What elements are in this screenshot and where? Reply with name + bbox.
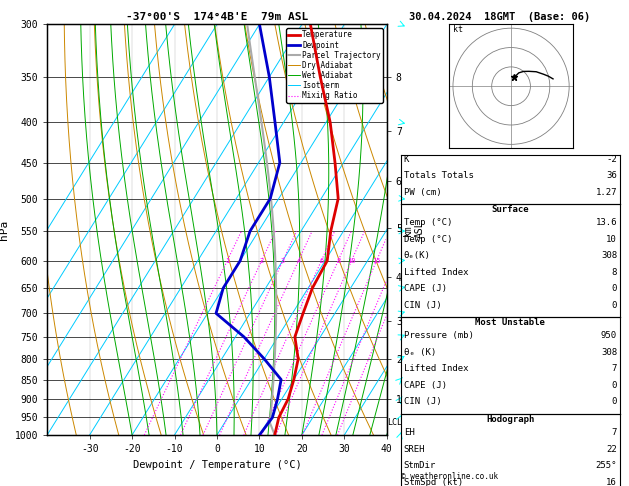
Text: StmSpd (kt): StmSpd (kt) <box>404 478 463 486</box>
Text: 16: 16 <box>606 478 617 486</box>
Y-axis label: km
ASL: km ASL <box>403 221 425 239</box>
Text: Dewp (°C): Dewp (°C) <box>404 235 452 243</box>
Text: 6: 6 <box>320 258 323 264</box>
Text: Lifted Index: Lifted Index <box>404 364 469 373</box>
Text: LCL: LCL <box>387 418 403 427</box>
Text: Pressure (mb): Pressure (mb) <box>404 331 474 340</box>
Text: Most Unstable: Most Unstable <box>476 318 545 327</box>
Text: 255°: 255° <box>596 461 617 470</box>
Text: K: K <box>404 155 409 164</box>
Text: Lifted Index: Lifted Index <box>404 268 469 277</box>
Text: 4: 4 <box>296 258 301 264</box>
Text: 0: 0 <box>611 381 617 390</box>
Text: 0: 0 <box>611 284 617 293</box>
Text: 8: 8 <box>611 268 617 277</box>
Text: θₑ (K): θₑ (K) <box>404 348 436 357</box>
Text: 10: 10 <box>347 258 356 264</box>
Text: 15: 15 <box>372 258 381 264</box>
Text: 36: 36 <box>606 171 617 180</box>
Legend: Temperature, Dewpoint, Parcel Trajectory, Dry Adiabat, Wet Adiabat, Isotherm, Mi: Temperature, Dewpoint, Parcel Trajectory… <box>286 28 383 103</box>
Text: CAPE (J): CAPE (J) <box>404 381 447 390</box>
Text: 13.6: 13.6 <box>596 218 617 227</box>
Text: 308: 308 <box>601 251 617 260</box>
Text: 0: 0 <box>611 398 617 406</box>
Text: kt: kt <box>453 25 463 34</box>
Text: 1.27: 1.27 <box>596 188 617 197</box>
Text: 2: 2 <box>260 258 264 264</box>
Text: CAPE (J): CAPE (J) <box>404 284 447 293</box>
Text: -2: -2 <box>606 155 617 164</box>
Text: 308: 308 <box>601 348 617 357</box>
Y-axis label: hPa: hPa <box>0 220 9 240</box>
Text: CIN (J): CIN (J) <box>404 398 442 406</box>
Text: 1: 1 <box>225 258 230 264</box>
Text: Hodograph: Hodograph <box>486 415 535 424</box>
X-axis label: Dewpoint / Temperature (°C): Dewpoint / Temperature (°C) <box>133 460 301 469</box>
Text: © weatheronline.co.uk: © weatheronline.co.uk <box>401 472 498 481</box>
Text: CIN (J): CIN (J) <box>404 301 442 310</box>
Text: 3: 3 <box>281 258 285 264</box>
Text: 7: 7 <box>611 364 617 373</box>
Text: 30.04.2024  18GMT  (Base: 06): 30.04.2024 18GMT (Base: 06) <box>409 12 591 22</box>
Text: 7: 7 <box>611 428 617 437</box>
Text: 22: 22 <box>606 445 617 453</box>
Text: 10: 10 <box>606 235 617 243</box>
Text: Surface: Surface <box>492 205 529 214</box>
Text: StmDir: StmDir <box>404 461 436 470</box>
Text: PW (cm): PW (cm) <box>404 188 442 197</box>
Title: -37°00'S  174°4B'E  79m ASL: -37°00'S 174°4B'E 79m ASL <box>126 12 308 22</box>
Text: Temp (°C): Temp (°C) <box>404 218 452 227</box>
Text: 8: 8 <box>336 258 340 264</box>
Text: EH: EH <box>404 428 415 437</box>
Text: SREH: SREH <box>404 445 425 453</box>
Text: Totals Totals: Totals Totals <box>404 171 474 180</box>
Text: 950: 950 <box>601 331 617 340</box>
Text: 0: 0 <box>611 301 617 310</box>
Text: θₑ(K): θₑ(K) <box>404 251 431 260</box>
